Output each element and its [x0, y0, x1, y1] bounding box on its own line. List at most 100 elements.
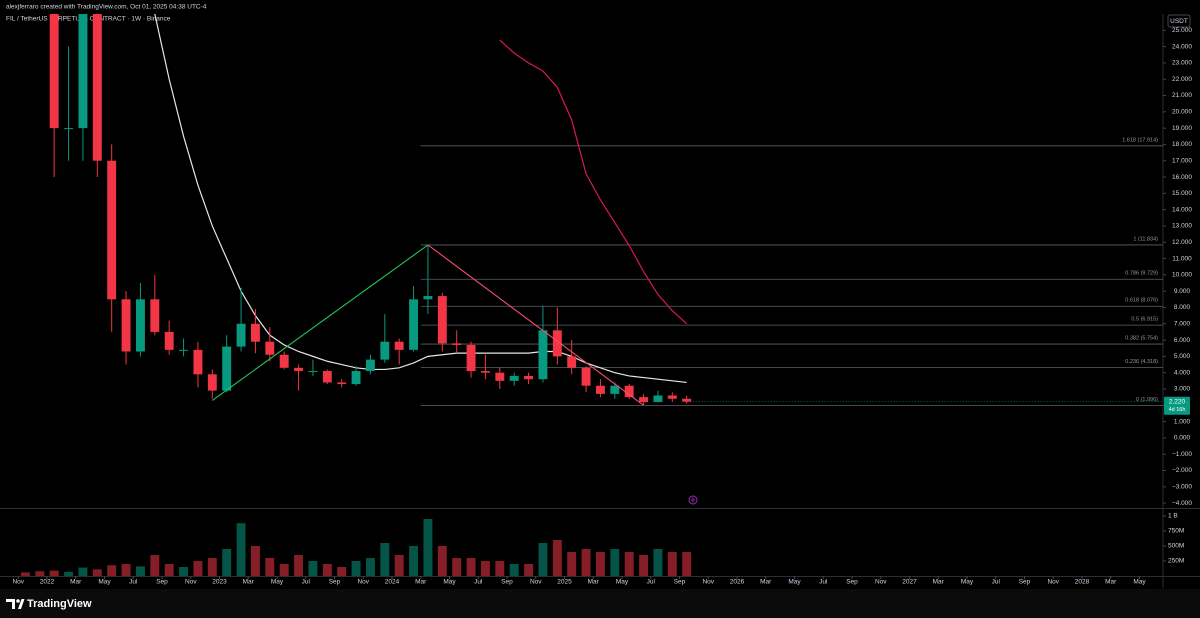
volume-bar [351, 561, 361, 576]
volume-bar [610, 549, 620, 576]
volume-bar [150, 555, 160, 576]
x-tick-label: May [271, 579, 284, 586]
candle-body [179, 349, 189, 351]
x-tick-label: Sep [674, 579, 686, 586]
x-tick-label: Nov [185, 579, 197, 586]
candle-body [466, 344, 476, 372]
volume-bar [552, 540, 562, 576]
candle-body [250, 323, 260, 342]
volume-bar [409, 546, 419, 576]
candle-body [423, 296, 433, 300]
x-tick-label: Jul [302, 579, 311, 586]
x-tick-label: Mar [588, 579, 600, 586]
candle-body [567, 356, 577, 368]
candle-body [452, 343, 462, 345]
volume-bar [509, 564, 519, 576]
x-tick-label: Jul [647, 579, 656, 586]
x-tick-label: 2027 [902, 579, 917, 586]
x-tick-label: May [98, 579, 111, 586]
candle-body [92, 14, 102, 161]
x-tick-label: Jul [129, 579, 138, 586]
x-tick-label: 2022 [40, 579, 55, 586]
drawing-layer [211, 244, 644, 406]
fib-label: 0.786 (9.729) [1125, 271, 1158, 277]
volume-bar [466, 558, 476, 576]
trend-line [211, 244, 429, 401]
candle-body [164, 331, 174, 350]
x-tick-label: Nov [875, 579, 887, 586]
x-tick-label: Mar [70, 579, 82, 586]
volume-bar [20, 572, 30, 576]
y-tick-label: 24.000 [1172, 43, 1192, 50]
candle-body [409, 299, 419, 350]
last-price-label: 2.220 [1169, 398, 1186, 405]
x-tick-label: 2025 [557, 579, 572, 586]
y-tick-label: 16.000 [1172, 174, 1192, 181]
candle-body [193, 349, 203, 375]
fib-label: 0.236 (4.318) [1125, 359, 1158, 365]
x-tick-label: Jul [474, 579, 483, 586]
volume-bar [222, 549, 232, 576]
symbol-title: FIL / TetherUS PERPETUAL CONTRACT · 1W ·… [6, 16, 171, 23]
event-marker[interactable] [688, 495, 698, 505]
volume-bar [595, 552, 605, 576]
y-tick-label: 9.000 [1174, 288, 1191, 295]
volume-bar [294, 555, 304, 576]
candle-body [351, 371, 361, 385]
volume-bar [279, 564, 289, 576]
volume-bar [524, 564, 534, 576]
candle-body [265, 341, 275, 355]
line-layer [154, 14, 688, 384]
y-tick-label: 11.000 [1172, 255, 1192, 262]
y-tick-label: 19.000 [1172, 125, 1192, 132]
volume-bar [667, 552, 677, 576]
volume-bar [682, 552, 692, 576]
volume-bar [581, 549, 591, 576]
candle-body [653, 395, 663, 403]
volume-bar [179, 567, 189, 576]
candle-body [595, 385, 605, 394]
candle-body [294, 367, 304, 372]
y-tick-label: 12.000 [1172, 239, 1192, 246]
volume-layer [20, 519, 692, 576]
candle-body [150, 299, 160, 332]
candle-body [337, 382, 347, 385]
x-tick-label: Sep [329, 579, 341, 586]
moving-average [499, 39, 688, 325]
volume-bar [49, 570, 59, 576]
candle-body [394, 341, 404, 350]
x-tick-label: Sep [501, 579, 513, 586]
volume-bar [437, 546, 447, 576]
y-tick-label: −2.000 [1172, 467, 1192, 474]
volume-bar [495, 561, 505, 576]
volume-bar [394, 555, 404, 576]
volume-tick-label: 750M [1168, 528, 1184, 535]
attribution: alexjferraro created with TradingView.co… [6, 4, 207, 11]
candle-body [365, 359, 375, 372]
volume-bar [107, 565, 117, 576]
x-tick-label: Jul [992, 579, 1001, 586]
volume-bar [423, 519, 433, 576]
x-tick-label: Nov [12, 579, 24, 586]
candle-layer [49, 14, 692, 406]
y-tick-label: −1.000 [1172, 451, 1192, 458]
volume-tick-label: 1 B [1168, 513, 1178, 520]
candle-body [49, 14, 59, 129]
fib-label: 1 (11.834) [1133, 236, 1158, 242]
x-tick-label: Nov [530, 579, 542, 586]
x-tick-label: 2026 [730, 579, 745, 586]
logo [6, 599, 25, 609]
x-tick-label: Nov [702, 579, 714, 586]
candle-body [322, 371, 332, 383]
y-tick-label: 21.000 [1172, 92, 1192, 99]
x-tick-label: Nov [1047, 579, 1059, 586]
x-tick-label: May [961, 579, 974, 586]
y-tick-label: 10.000 [1172, 272, 1192, 279]
y-tick-label: 25.000 [1172, 27, 1192, 34]
fib-label: 0.382 (5.754) [1125, 336, 1158, 342]
volume-bar [380, 543, 390, 576]
trend-line [427, 244, 644, 406]
